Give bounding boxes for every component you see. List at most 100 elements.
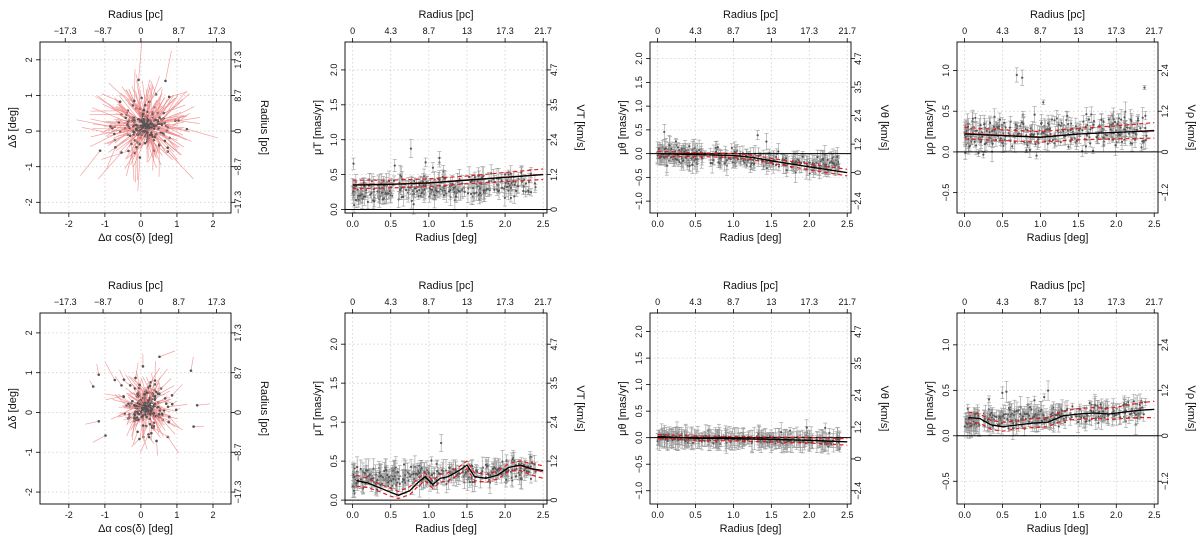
data-point bbox=[469, 192, 473, 196]
y-tick-label: 1.5 bbox=[634, 76, 644, 89]
data-point bbox=[1057, 123, 1060, 126]
data-point bbox=[482, 191, 486, 194]
x-tick-label: 0.5 bbox=[689, 219, 702, 229]
data-point bbox=[352, 190, 355, 193]
data-point bbox=[676, 146, 680, 149]
velocity-arrow bbox=[153, 96, 178, 121]
data-point bbox=[1026, 144, 1029, 147]
velocity-arrow bbox=[150, 84, 153, 122]
right-tick-label: 1.2 bbox=[1160, 105, 1170, 118]
data-point bbox=[1067, 122, 1070, 126]
right-tick-label: −17.3 bbox=[233, 191, 243, 214]
data-point bbox=[433, 194, 436, 197]
data-point bbox=[405, 188, 408, 192]
data-point bbox=[993, 115, 996, 118]
star-point bbox=[152, 127, 156, 130]
velocity-arrow bbox=[132, 133, 148, 168]
velocity-arrow bbox=[162, 132, 185, 148]
data-point bbox=[975, 129, 978, 132]
x-axis-title: Radius [deg] bbox=[720, 232, 782, 244]
data-point bbox=[352, 204, 356, 207]
star-point bbox=[137, 78, 140, 82]
data-point bbox=[657, 147, 661, 150]
top-tick-label: 13 bbox=[766, 26, 776, 36]
y-tick-label: -2 bbox=[24, 198, 34, 206]
top-tick-label: 21.7 bbox=[1145, 26, 1163, 36]
y-axis-title: μθ [mas/yr] bbox=[617, 100, 629, 155]
data-point bbox=[483, 189, 486, 192]
data-point bbox=[750, 162, 753, 165]
top-tick-label: 8.7 bbox=[1034, 26, 1047, 36]
star-point bbox=[148, 126, 151, 130]
data-point bbox=[477, 193, 480, 196]
data-point bbox=[688, 145, 691, 148]
velocity-arrow bbox=[148, 126, 175, 153]
data-point bbox=[1086, 123, 1089, 127]
y-axis-title: μT [mas/yr] bbox=[312, 100, 324, 155]
data-point bbox=[520, 171, 523, 174]
velocity-arrow bbox=[129, 126, 147, 143]
data-point bbox=[727, 157, 730, 160]
data-point bbox=[399, 189, 402, 192]
data-point bbox=[416, 190, 419, 193]
data-point bbox=[413, 187, 417, 190]
data-point bbox=[824, 163, 827, 166]
data-point bbox=[431, 188, 434, 191]
data-point bbox=[1119, 118, 1123, 121]
data-point bbox=[500, 186, 504, 189]
data-point bbox=[510, 181, 513, 185]
velocity-arrow bbox=[156, 133, 175, 140]
velocity-arrow bbox=[154, 125, 161, 132]
velocity-arrow bbox=[131, 143, 135, 182]
velocity-arrow bbox=[95, 96, 127, 115]
right-tick-label: 3.5 bbox=[549, 99, 559, 112]
velocity-arrow bbox=[158, 127, 183, 129]
velocity-arrow bbox=[147, 99, 158, 117]
velocity-arrow bbox=[101, 93, 121, 103]
data-point bbox=[749, 165, 752, 168]
data-point bbox=[515, 189, 518, 193]
x-tick-label: 1.0 bbox=[727, 219, 740, 229]
data-point bbox=[1015, 73, 1018, 77]
velocity-arrow bbox=[137, 88, 146, 117]
data-point bbox=[765, 167, 768, 170]
velocity-arrow bbox=[97, 95, 126, 119]
data-point bbox=[504, 181, 507, 184]
data-point bbox=[471, 187, 475, 190]
data-point bbox=[991, 142, 994, 145]
data-point bbox=[442, 194, 446, 197]
star-point bbox=[144, 103, 147, 107]
plot-frame bbox=[39, 41, 232, 214]
data-point bbox=[1040, 132, 1043, 135]
data-point bbox=[1022, 122, 1025, 126]
y-tick-label: 0.0 bbox=[634, 147, 644, 160]
data-point bbox=[1084, 145, 1088, 148]
velocity-arrow bbox=[164, 117, 201, 124]
top-tick-label: 13 bbox=[462, 26, 472, 36]
velocity-arrow bbox=[125, 99, 143, 117]
data-point bbox=[393, 164, 396, 167]
right-tick-label: 0 bbox=[549, 207, 559, 212]
velocity-arrow bbox=[135, 147, 137, 183]
data-point bbox=[507, 182, 510, 185]
right-tick-label: 17.3 bbox=[233, 51, 243, 69]
data-point bbox=[385, 192, 388, 195]
data-point bbox=[453, 191, 456, 194]
panel-r1c1: -2 -1 0 1 2 Δα cos(δ) [deg] -2 -1 0 1 2 Δδ [deg] −17… bbox=[7, 9, 270, 244]
velocity-arrow bbox=[96, 363, 100, 375]
velocity-arrow bbox=[101, 150, 129, 160]
right-tick-label: 2.4 bbox=[1160, 64, 1170, 77]
data-point bbox=[1111, 122, 1115, 125]
y-tick-label: 0 bbox=[24, 129, 34, 134]
velocity-arrow bbox=[133, 69, 136, 101]
y-tick-label: 2.0 bbox=[329, 64, 339, 77]
data-point bbox=[1092, 120, 1096, 123]
data-point bbox=[832, 162, 835, 165]
star-point bbox=[167, 95, 171, 99]
x-tick-label: -2 bbox=[65, 219, 73, 229]
right-tick-label: 1.2 bbox=[549, 168, 559, 181]
star-point bbox=[147, 435, 151, 439]
data-point bbox=[714, 146, 717, 150]
data-point bbox=[698, 148, 701, 152]
data-point bbox=[1081, 129, 1084, 132]
